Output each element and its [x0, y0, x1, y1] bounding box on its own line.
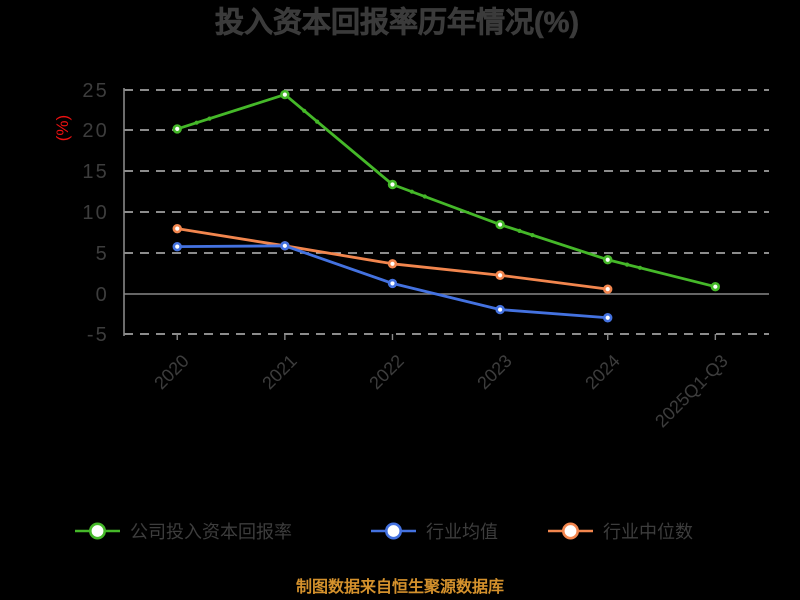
svg-text:25: 25 [82, 80, 109, 102]
svg-text:制图数据来自恒生聚源数据库: 制图数据来自恒生聚源数据库 [296, 577, 504, 596]
svg-text:10: 10 [82, 202, 109, 224]
svg-text:0: 0 [96, 284, 109, 306]
svg-text:-5: -5 [87, 324, 109, 346]
svg-text:20: 20 [82, 120, 109, 142]
svg-text:投入资本回报率历年情况(%): 投入资本回报率历年情况(%) [215, 5, 579, 39]
svg-text:5: 5 [96, 243, 109, 265]
svg-text:15: 15 [82, 161, 109, 183]
svg-text:行业中位数: 行业中位数 [603, 522, 693, 542]
svg-text:公司投入资本回报率: 公司投入资本回报率 [130, 522, 292, 542]
svg-text:(%): (%) [53, 115, 72, 141]
svg-text:行业均值: 行业均值 [426, 522, 498, 542]
